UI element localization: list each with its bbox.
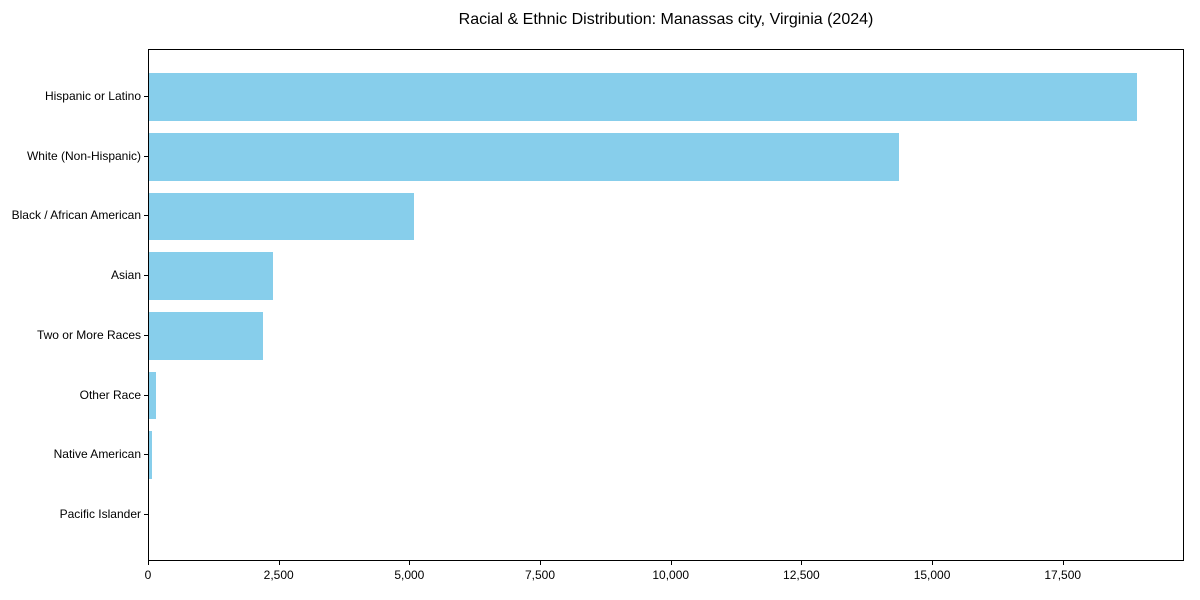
bar (149, 311, 263, 360)
x-tick-label: 15,000 (913, 568, 951, 582)
y-tick (144, 394, 148, 396)
x-tick-label: 10,000 (652, 568, 690, 582)
x-tick (278, 561, 280, 565)
y-axis-label: White (Non-Hispanic) (26, 148, 141, 163)
y-axis-label: Asian (110, 268, 141, 283)
y-tick (144, 513, 148, 515)
y-axis-label: Pacific Islander (59, 506, 141, 521)
bar (149, 192, 414, 241)
x-tick (932, 561, 934, 565)
bar (149, 431, 152, 480)
x-tick-label: 12,500 (783, 568, 820, 582)
y-axis-label: Two or More Races (36, 327, 141, 342)
x-tick (801, 561, 803, 565)
y-tick (144, 275, 148, 277)
y-tick (144, 215, 148, 217)
y-tick (144, 96, 148, 98)
y-tick (144, 155, 148, 157)
x-tick-label: 5,000 (394, 568, 425, 582)
chart-title: Racial & Ethnic Distribution: Manassas c… (458, 11, 874, 28)
y-axis-label: Hispanic or Latino (44, 89, 141, 104)
bar (149, 132, 900, 181)
x-tick (409, 561, 411, 565)
y-tick (144, 334, 148, 336)
bar (149, 371, 157, 420)
y-axis-label: Black / African American (11, 208, 141, 223)
x-tick (1062, 561, 1064, 565)
y-axis-label: Native American (53, 447, 141, 462)
x-tick-label: 2,500 (263, 568, 294, 582)
x-tick (148, 561, 149, 565)
x-tick (540, 561, 542, 565)
x-tick-label: 17,500 (1044, 568, 1082, 582)
x-tick-label: 7,500 (525, 568, 556, 582)
bar (149, 252, 273, 301)
y-tick (144, 454, 148, 456)
plot-area (148, 49, 1184, 561)
y-axis-label: Other Race (79, 387, 141, 402)
x-tick (670, 561, 672, 565)
x-tick-label: 0 (144, 568, 152, 582)
bar (149, 73, 1137, 121)
